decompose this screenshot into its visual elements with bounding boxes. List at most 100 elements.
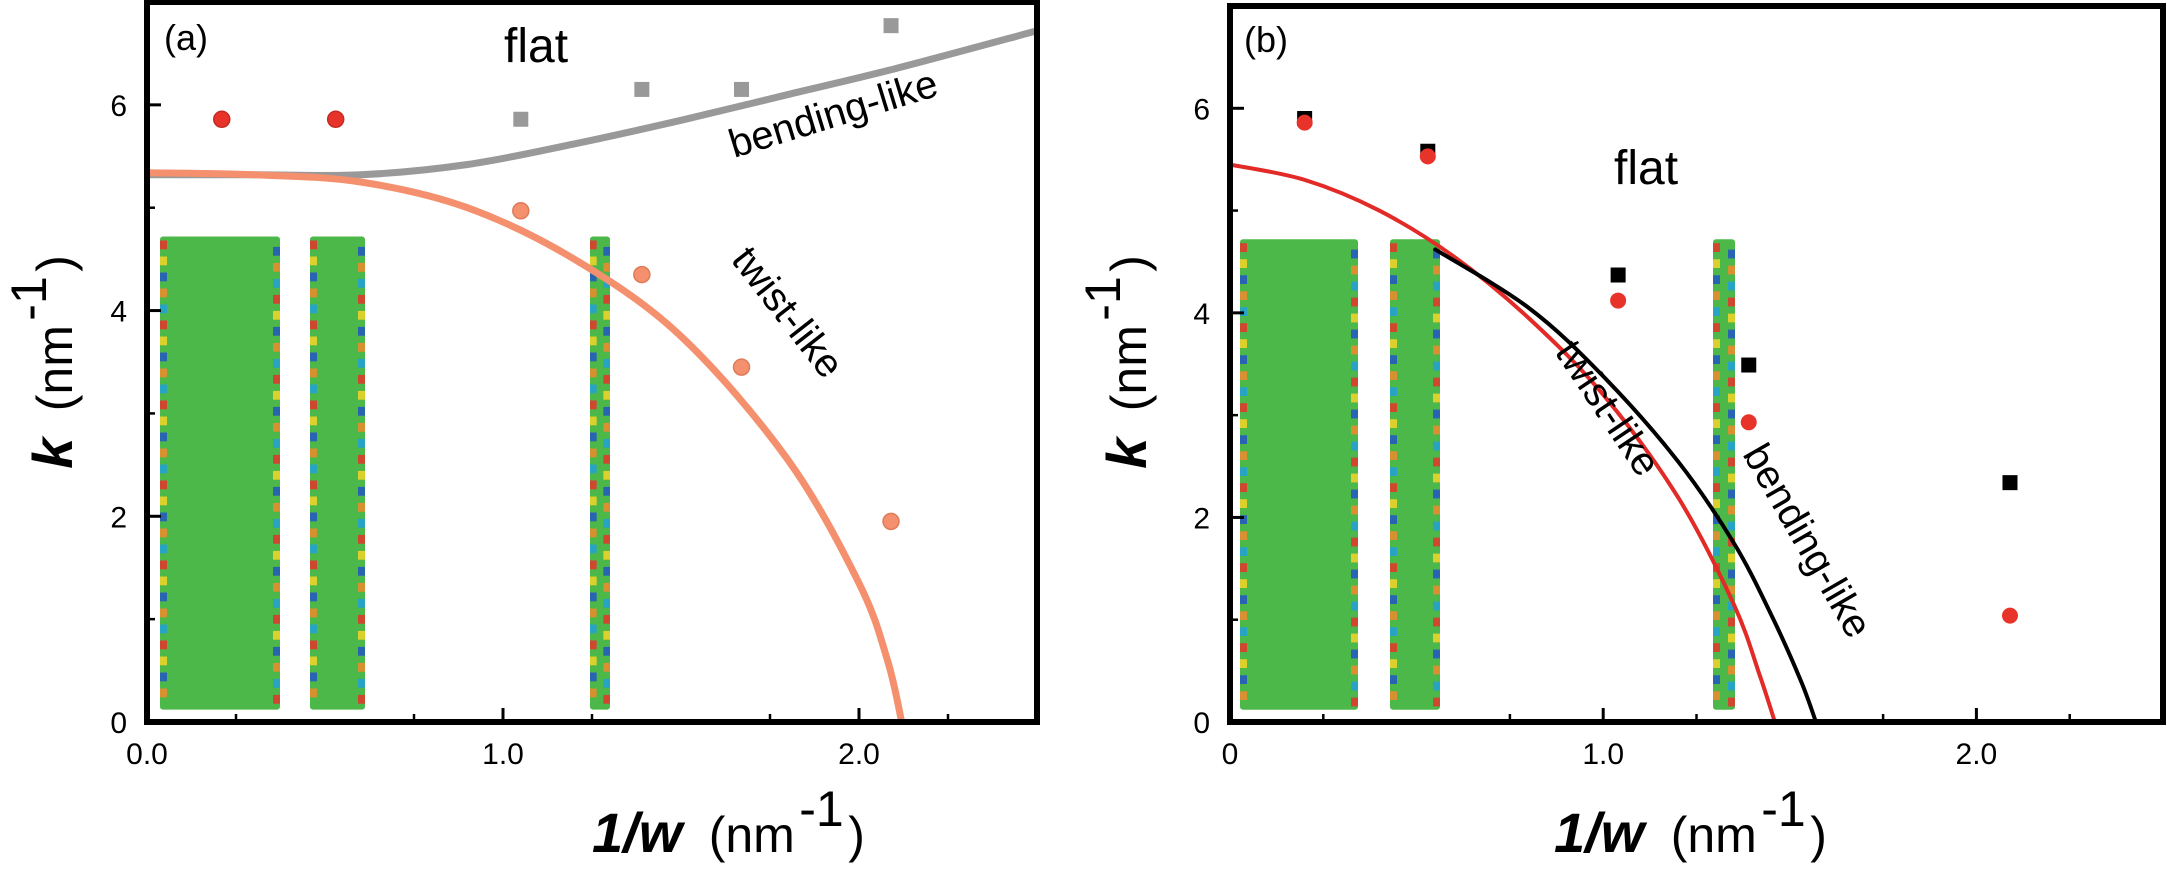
panel-a-ribbon-edge-mark: [310, 528, 317, 538]
panel-a-ribbon-edge-mark: [160, 384, 167, 394]
panel-a-x-tick-label: 1.0: [482, 738, 524, 771]
panel-b-ribbon-edge-mark: [1433, 601, 1440, 611]
panel-b-circle-point: [2001, 607, 2018, 624]
panel-b-ribbon-edge-mark: [1433, 265, 1440, 275]
panel-b-ribbon-edge-mark: [1433, 409, 1440, 419]
panel-b-ribbon-edge-mark: [1433, 361, 1440, 371]
panel-a-ribbon-edge-mark: [273, 262, 280, 272]
panel-a-ribbon-1: [160, 236, 280, 710]
panel-b-ribbon-edge-mark: [1713, 515, 1720, 525]
panel-b-ribbon-edge-mark: [1240, 515, 1247, 525]
panel-a-ribbon-edge-mark: [603, 358, 610, 368]
panel-a-circle-point: [512, 202, 530, 220]
panel-b-ribbon-edge-mark: [1390, 627, 1397, 637]
panel-b-ribbon-edge-mark: [1240, 339, 1247, 349]
panel-b-ribbon-edge-mark: [1351, 393, 1358, 403]
panel-a-ribbon-edge-mark: [603, 294, 610, 304]
panel-a-ribbon-edge-mark: [358, 438, 365, 448]
panel-b-y-axis-main: k: [1095, 435, 1158, 469]
panel-b-ribbon-edge-mark: [1728, 409, 1735, 419]
panel-b-ribbon-edge-mark: [1351, 585, 1358, 595]
panel-a-ribbon-edge-mark: [273, 678, 280, 688]
panel-a-ribbon-edge-mark: [160, 544, 167, 554]
panel-b-ribbon-edge-mark: [1240, 691, 1247, 701]
panel-a-ribbon-edge-mark: [310, 416, 317, 426]
panel-a-ribbon-edge-mark: [358, 262, 365, 272]
panel-a-ribbon-edge-mark: [358, 294, 365, 304]
panel-b-bending-like-curve: [1433, 247, 1818, 722]
panel-a-ribbon-edge-mark: [160, 512, 167, 522]
panel-b-x-tick-label: 1.0: [1582, 738, 1624, 771]
panel-a-ribbon-edge-mark: [603, 694, 610, 704]
panel-b-ribbon-edge-mark: [1728, 361, 1735, 371]
panel-b: 0 1.0 2.0 0 2 4 6 (b) flat twist-like bending-…: [1075, 3, 2166, 864]
panel-a-ribbon-edge-mark: [273, 518, 280, 528]
panel-a-region-label: flat: [504, 20, 568, 73]
panel-b-ribbon-edge-mark: [1728, 265, 1735, 275]
panel-b-ribbon-edge-mark: [1713, 419, 1720, 429]
panel-a-ribbon-edge-mark: [358, 390, 365, 400]
panel-a-ribbon-edge-mark: [603, 598, 610, 608]
panel-a-ribbon-edge-mark: [310, 496, 317, 506]
panel-a-ribbon-edge-mark: [310, 464, 317, 474]
panel-a-y-tick-label: 0: [110, 707, 127, 740]
panel-b-ribbon-3: [1713, 239, 1735, 710]
panel-b-points: [1296, 111, 2018, 624]
panel-a-ribbon-edge-mark: [590, 656, 597, 666]
panel-b-ribbon-edge-mark: [1728, 505, 1735, 515]
panel-b-ribbon-edge-mark: [1728, 617, 1735, 627]
panel-a-ribbon-edge-mark: [603, 262, 610, 272]
panel-b-ribbon-edge-mark: [1351, 489, 1358, 499]
panel-b-y-axis-unit: (nm: [1101, 325, 1157, 411]
panel-b-ribbon-2: [1390, 239, 1440, 710]
panel-b-ribbon-edge-mark: [1240, 275, 1247, 285]
panel-b-ribbon-edge-mark: [1351, 441, 1358, 451]
panel-b-ribbon-edge-mark: [1240, 563, 1247, 573]
panel-b-ribbon-edge-mark: [1240, 499, 1247, 509]
panel-b-ribbon-edge-mark: [1728, 569, 1735, 579]
panel-b-ribbon-edge-mark: [1433, 473, 1440, 483]
panel-b-square-point: [1610, 267, 1626, 283]
panel-a-ribbon-edge-mark: [358, 582, 365, 592]
panel-b-y-tick-label: 0: [1193, 707, 1210, 740]
panel-b-ribbon-edge-mark: [1728, 665, 1735, 675]
panel-a-ribbon-edge-mark: [160, 240, 167, 250]
panel-a-ribbon-edge-mark: [310, 256, 317, 266]
panel-b-ribbon-edge-mark: [1713, 371, 1720, 381]
panel-b-bending-label: bending-like: [1734, 437, 1880, 646]
panel-a-ribbon-edge-mark: [273, 310, 280, 320]
panel-b-ribbon-edge-mark: [1713, 323, 1720, 333]
panel-a-ribbon-edge-mark: [160, 432, 167, 442]
panel-a-y-tick-label: 6: [110, 90, 127, 123]
panel-a-ribbon-edge-mark: [603, 438, 610, 448]
panel-a-ribbon-edge-mark: [310, 240, 317, 250]
panel-b-ribbon-edge-mark: [1240, 403, 1247, 413]
panel-a-ribbon-edge-mark: [273, 614, 280, 624]
panel-b-ribbon-edge-mark: [1240, 259, 1247, 269]
panel-a-ribbon-edge-mark: [590, 400, 597, 410]
panel-a-ribbon-edge-mark: [273, 694, 280, 704]
panel-b-ribbon-edge-mark: [1351, 265, 1358, 275]
panel-a-x-axis-close: ): [848, 807, 865, 863]
panel-a-ticks: 0.0 1.0 2.0 0 2 4 6: [110, 90, 950, 771]
panel-a-ribbon-edge-mark: [273, 358, 280, 368]
panel-b-x-axis-title: 1/w (nm -1 ): [1554, 781, 1827, 864]
panel-b-ribbon-edge-mark: [1713, 387, 1720, 397]
panel-a-ribbon-edge-mark: [273, 566, 280, 576]
panel-a-ribbon-edge-mark: [273, 246, 280, 256]
panel-a-ribbon-edge-mark: [603, 662, 610, 672]
panel-a-ribbon-edge-mark: [603, 390, 610, 400]
panel-b-ribbon-edge-mark: [1433, 617, 1440, 627]
panel-b-ribbon-edge-mark: [1433, 553, 1440, 563]
panel-a-ribbon-edge-mark: [160, 352, 167, 362]
panel-b-ribbon-edge-mark: [1728, 297, 1735, 307]
panel-a-ribbon-edge-mark: [160, 688, 167, 698]
panel-b-ribbon-edge-mark: [1240, 371, 1247, 381]
panel-b-ribbon-edge-mark: [1713, 451, 1720, 461]
panel-b-ribbon-edge-mark: [1351, 249, 1358, 259]
panel-b-ribbon-edge-mark: [1351, 409, 1358, 419]
panel-a-ribbon-body: [160, 236, 280, 710]
panel-a-ribbon-edge-mark: [603, 342, 610, 352]
panel-b-ribbon-edge-mark: [1728, 489, 1735, 499]
